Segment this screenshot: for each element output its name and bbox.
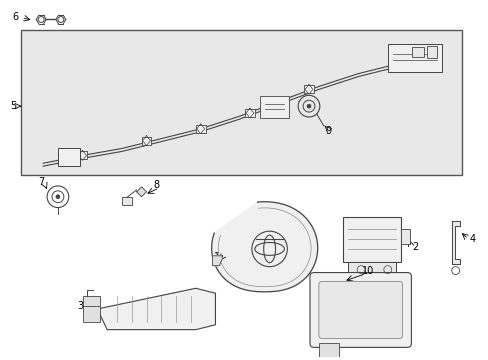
Bar — [387, 44, 441, 72]
Text: 4: 4 — [468, 234, 474, 244]
Polygon shape — [212, 256, 222, 266]
Bar — [343, 217, 400, 262]
Polygon shape — [451, 221, 459, 264]
Text: 10: 10 — [361, 266, 373, 276]
Bar — [78, 152, 87, 159]
Bar — [347, 262, 395, 276]
Bar — [82, 296, 100, 322]
FancyBboxPatch shape — [318, 282, 402, 338]
Text: 1: 1 — [214, 252, 220, 262]
Polygon shape — [97, 288, 215, 330]
Text: 9: 9 — [325, 126, 331, 136]
Bar — [426, 46, 436, 58]
Bar — [195, 125, 205, 133]
Text: 7: 7 — [38, 177, 44, 187]
Text: 6: 6 — [13, 12, 19, 22]
Circle shape — [306, 104, 310, 108]
Bar — [122, 197, 131, 204]
Text: 2: 2 — [411, 242, 418, 252]
Circle shape — [56, 195, 60, 199]
Bar — [21, 30, 461, 175]
Polygon shape — [137, 187, 146, 197]
Bar — [142, 137, 151, 145]
Bar — [318, 343, 338, 357]
Bar — [400, 229, 409, 244]
Bar — [244, 109, 254, 117]
Text: 5: 5 — [10, 101, 17, 111]
Bar — [304, 85, 313, 93]
Bar — [58, 148, 80, 166]
Text: 8: 8 — [153, 180, 159, 190]
Bar — [259, 96, 289, 118]
Text: 3: 3 — [78, 301, 83, 311]
Bar — [411, 47, 423, 57]
FancyBboxPatch shape — [309, 273, 410, 347]
Polygon shape — [211, 202, 317, 292]
